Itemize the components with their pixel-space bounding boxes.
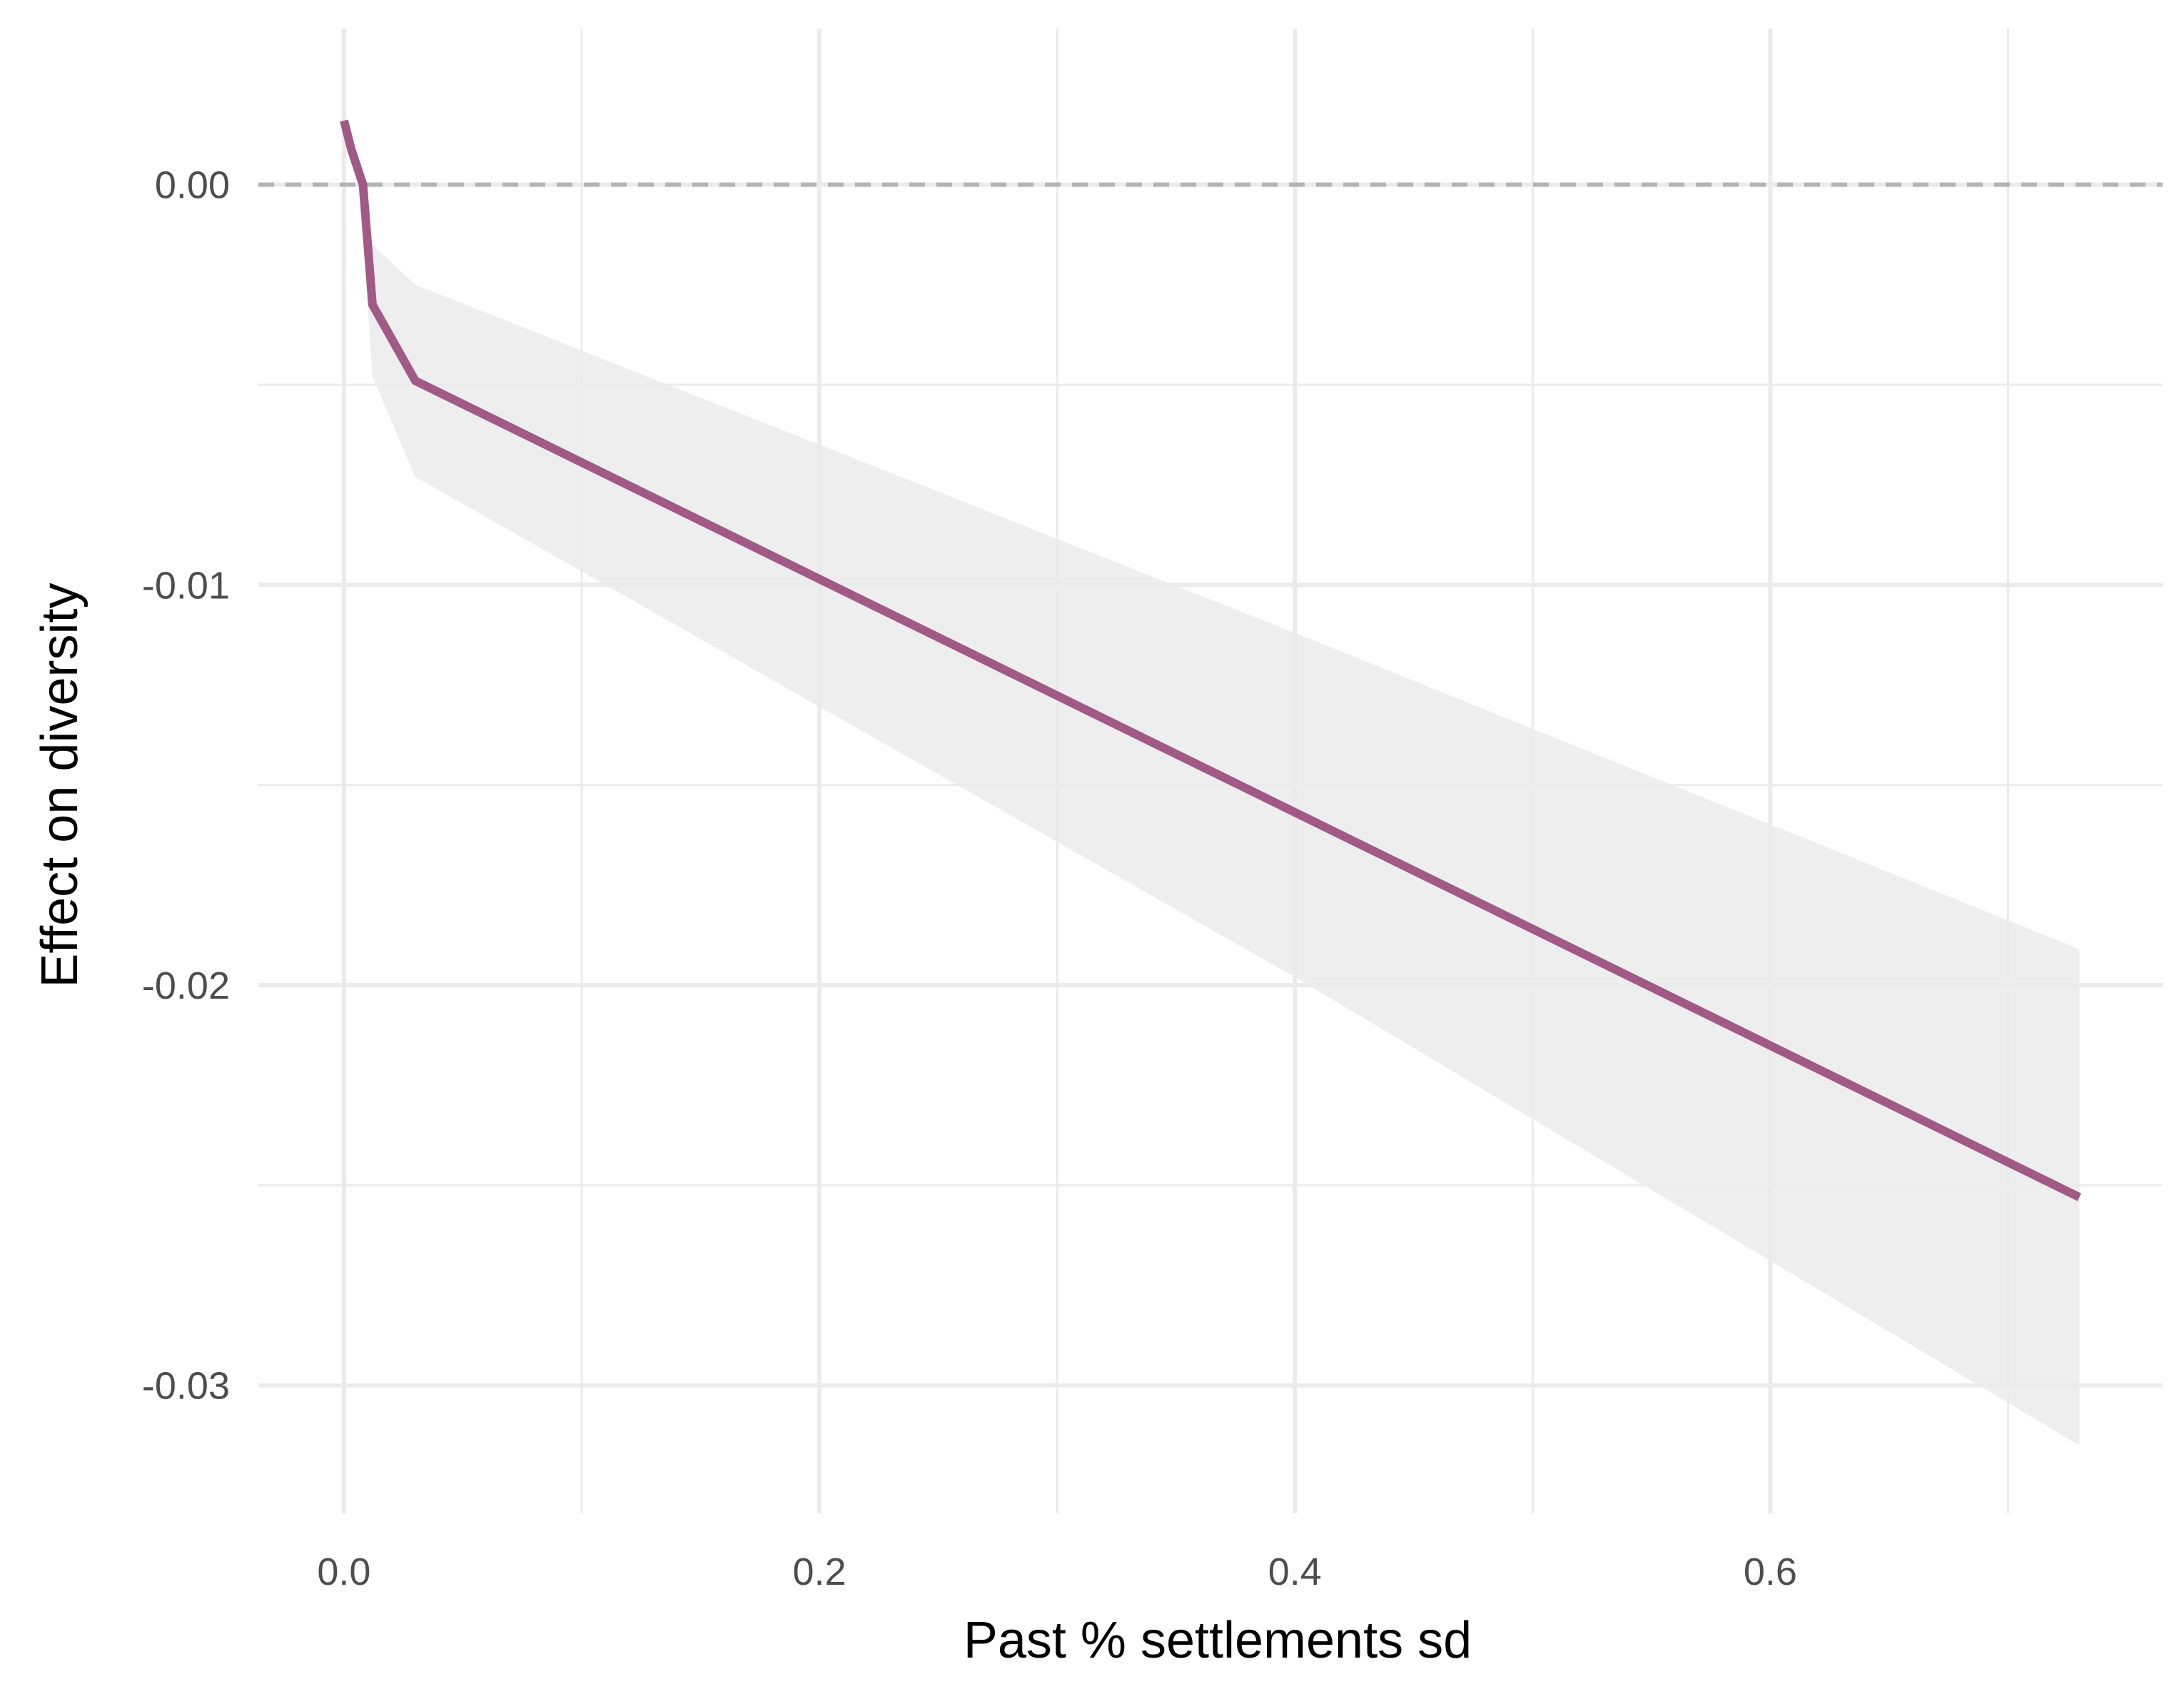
x-tick-label: 0.6 xyxy=(1744,1551,1797,1593)
y-tick-labels: 0.00 -0.01 -0.02 -0.03 xyxy=(142,164,230,1408)
confidence-ribbon-layer xyxy=(363,232,2080,1446)
series-layer xyxy=(340,119,2082,1201)
y-tick-label: -0.03 xyxy=(142,1365,230,1408)
y-tick-label: -0.01 xyxy=(142,564,230,607)
y-axis-title: Effect on diversity xyxy=(31,583,89,988)
y-tick-label: 0.00 xyxy=(155,164,230,207)
x-tick-labels: 0.0 0.2 0.4 0.6 xyxy=(317,1551,1797,1593)
series-line-0 xyxy=(340,119,2082,1201)
x-tick-label: 0.0 xyxy=(317,1551,370,1593)
x-tick-label: 0.2 xyxy=(793,1551,846,1593)
x-tick-label: 0.4 xyxy=(1268,1551,1322,1593)
x-axis-title: Past % settlements sd xyxy=(964,1612,1472,1669)
y-tick-label: -0.02 xyxy=(142,964,230,1007)
confidence-ribbon xyxy=(363,232,2080,1446)
